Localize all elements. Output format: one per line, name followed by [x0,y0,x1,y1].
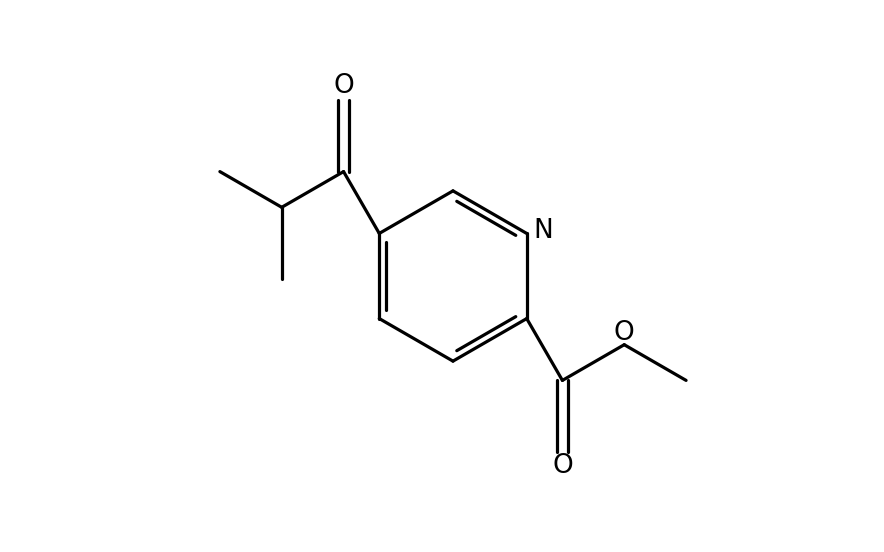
Text: O: O [333,73,354,99]
Text: O: O [552,453,573,479]
Text: N: N [533,217,553,243]
Text: O: O [613,320,635,346]
